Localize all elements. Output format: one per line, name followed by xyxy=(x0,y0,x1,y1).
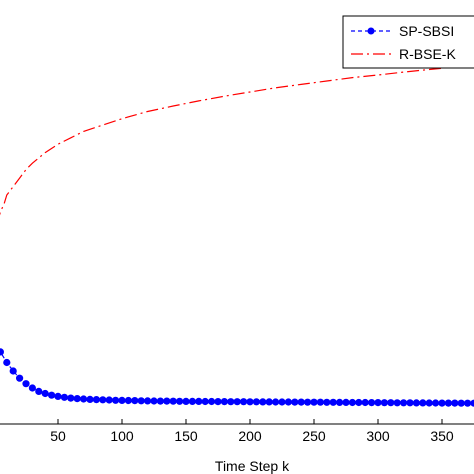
data-point xyxy=(227,398,235,406)
data-point xyxy=(265,398,273,406)
legend-box xyxy=(342,15,474,69)
data-point xyxy=(131,397,139,405)
data-point xyxy=(451,399,459,407)
data-point xyxy=(355,398,363,407)
data-point xyxy=(278,398,286,406)
data-point xyxy=(150,397,158,405)
data-point xyxy=(35,387,43,395)
data-point xyxy=(406,399,414,407)
data-point xyxy=(16,374,24,382)
data-point xyxy=(0,348,4,356)
x-tick-label: 50 xyxy=(50,428,66,444)
data-point xyxy=(240,398,248,406)
data-point xyxy=(124,396,132,405)
legend-marker-sp-sbsi xyxy=(367,27,375,35)
data-point xyxy=(99,396,107,404)
data-point xyxy=(329,398,337,406)
data-point xyxy=(252,398,260,406)
data-point xyxy=(342,398,350,406)
data-point xyxy=(419,399,427,407)
data-point xyxy=(22,380,30,388)
legend: SP-SBSI R-BSE-K xyxy=(342,15,474,69)
x-tick-label: 100 xyxy=(110,428,134,444)
data-point xyxy=(432,399,440,407)
data-point xyxy=(195,397,203,405)
x-axis-label: Time Step k xyxy=(215,458,290,474)
data-point xyxy=(54,392,62,400)
data-point xyxy=(291,398,299,406)
data-point xyxy=(208,397,216,406)
data-point xyxy=(368,399,376,407)
data-point xyxy=(400,399,408,407)
data-point xyxy=(233,398,241,406)
data-point xyxy=(28,384,36,392)
data-point xyxy=(220,398,228,406)
data-point xyxy=(80,395,88,403)
data-point xyxy=(105,396,113,404)
data-point xyxy=(188,397,196,405)
data-point xyxy=(470,399,474,407)
data-point xyxy=(86,395,94,403)
data-point xyxy=(348,398,356,407)
data-point xyxy=(163,397,171,405)
data-point xyxy=(176,397,184,405)
data-point xyxy=(438,399,446,407)
data-point xyxy=(304,398,312,406)
data-point xyxy=(3,358,11,367)
data-point xyxy=(336,398,344,406)
data-point xyxy=(374,399,382,407)
data-point xyxy=(156,397,164,405)
data-point xyxy=(425,399,433,407)
x-tick-label: 150 xyxy=(174,428,198,444)
legend-label-sp-sbsi: SP-SBSI xyxy=(399,23,454,39)
data-point xyxy=(297,398,305,406)
data-point xyxy=(393,399,401,407)
series-line-r-bse-k xyxy=(0,64,474,216)
data-point xyxy=(92,396,100,404)
data-point xyxy=(444,399,452,407)
data-point xyxy=(316,398,324,406)
x-axis-ticks: 50 100 150 200 250 300 350 xyxy=(50,419,454,444)
data-point xyxy=(9,367,17,375)
data-point xyxy=(182,397,190,405)
data-point xyxy=(464,399,472,407)
data-point xyxy=(310,398,318,406)
data-point xyxy=(246,398,254,406)
data-point xyxy=(412,399,420,407)
x-tick-label: 300 xyxy=(366,428,390,444)
legend-label-r-bse-k: R-BSE-K xyxy=(399,46,456,62)
data-point xyxy=(118,396,126,404)
data-point xyxy=(60,393,68,401)
data-point xyxy=(272,398,280,406)
x-tick-label: 350 xyxy=(430,428,454,444)
data-point xyxy=(67,394,75,402)
data-point xyxy=(73,395,81,403)
x-tick-label: 250 xyxy=(302,428,326,444)
data-point xyxy=(323,398,331,406)
data-point xyxy=(112,396,120,404)
data-point xyxy=(214,398,222,406)
data-point xyxy=(41,389,49,398)
data-point xyxy=(387,399,395,407)
data-point xyxy=(259,398,267,406)
data-point xyxy=(144,397,152,405)
data-point xyxy=(137,397,145,405)
data-point xyxy=(201,397,209,406)
data-point xyxy=(169,397,177,405)
data-point xyxy=(361,398,369,407)
data-point xyxy=(284,398,292,406)
x-tick-label: 200 xyxy=(238,428,262,444)
data-point xyxy=(457,399,465,407)
data-point xyxy=(380,399,388,407)
series-line-sp-sbsi xyxy=(0,350,474,404)
series-layer xyxy=(0,64,474,407)
data-point xyxy=(48,391,56,399)
